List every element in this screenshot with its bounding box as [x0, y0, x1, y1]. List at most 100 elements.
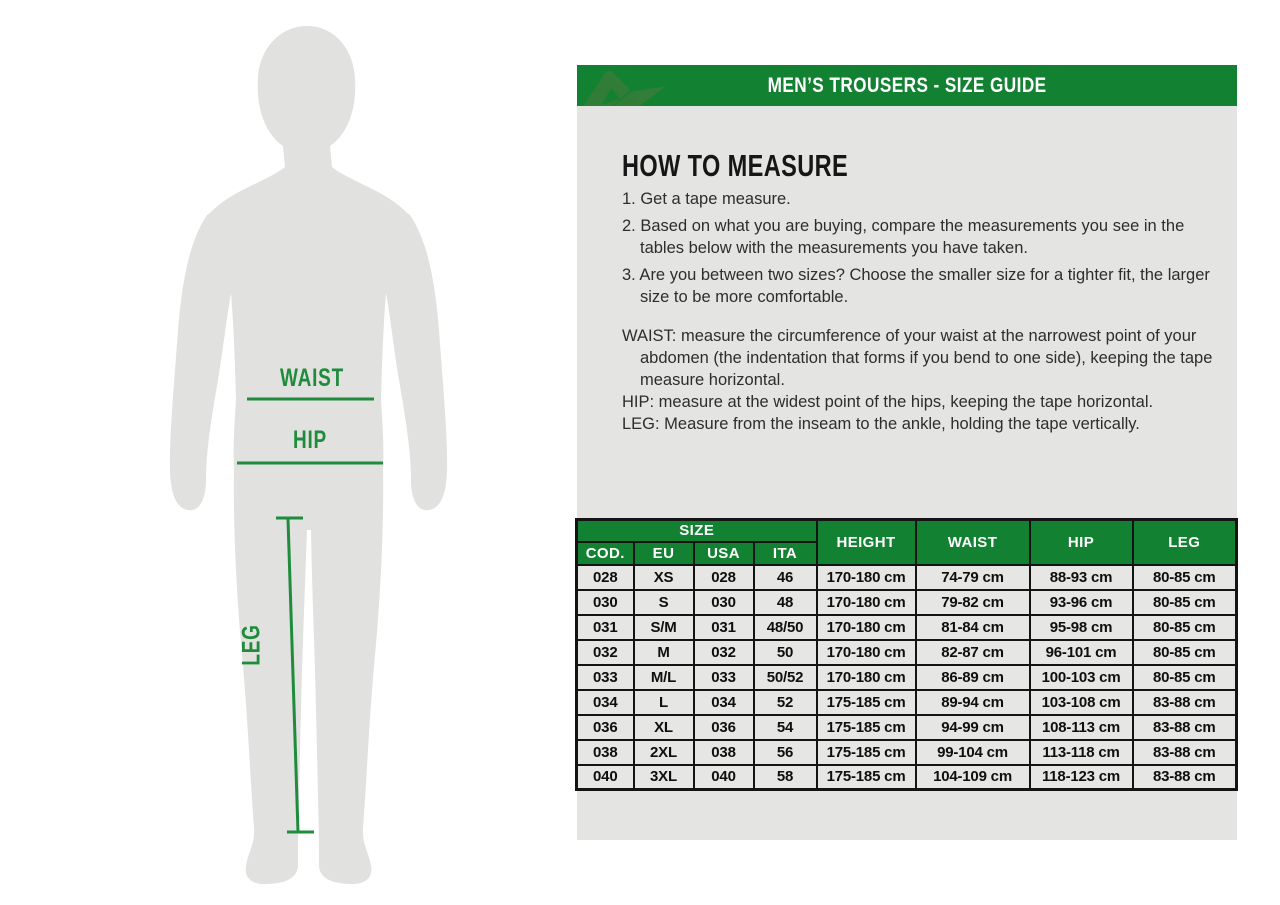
leg-label: LEG	[237, 624, 266, 666]
size-row: 032 M 032 50 170-180 cm 82-87 cm 96-101 cm 80-8…	[575, 638, 1238, 666]
size-cell: 175-185 cm	[815, 738, 917, 766]
size-cell: 031	[575, 613, 635, 641]
size-cell: 028	[575, 563, 635, 591]
size-row: 036 XL 036 54 175-185 cm 94-99 cm 108-113 cm 83…	[575, 713, 1238, 741]
size-cell: 82-87 cm	[914, 638, 1031, 666]
col-header-height: HEIGHT	[815, 518, 917, 566]
size-cell: 108-113 cm	[1028, 713, 1134, 741]
size-cell: 81-84 cm	[914, 613, 1031, 641]
size-cell: 030	[692, 588, 755, 616]
size-header-row-1: SIZE HEIGHT WAIST HIP LEG	[575, 518, 1238, 566]
size-cell: 038	[692, 738, 755, 766]
size-cell: 48/50	[752, 613, 818, 641]
size-cell: 2XL	[632, 738, 695, 766]
body-measurement-diagram: WAIST HIP LEG	[0, 0, 560, 905]
size-cell: 170-180 cm	[815, 638, 917, 666]
col-header-eu: EU	[632, 540, 695, 566]
size-cell: 038	[575, 738, 635, 766]
size-cell: 028	[692, 563, 755, 591]
size-cell: 175-185 cm	[815, 688, 917, 716]
size-row: 030 S 030 48 170-180 cm 79-82 cm 93-96 cm 80-85…	[575, 588, 1238, 616]
size-table: SIZE HEIGHT WAIST HIP LEG COD. EU USA IT…	[575, 518, 1239, 791]
waist-note: WAIST: measure the circumference of your…	[622, 327, 1213, 389]
col-header-ita: ITA	[752, 540, 818, 566]
size-row: 034 L 034 52 175-185 cm 89-94 cm 103-108 cm 83-…	[575, 688, 1238, 716]
measure-notes: WAIST: measure the circumference of your…	[622, 325, 1214, 435]
how-to-measure-heading: HOW TO MEASURE	[622, 148, 849, 183]
title-bar: MEN’S TROUSERS - SIZE GUIDE	[577, 65, 1237, 106]
size-cell: 80-85 cm	[1131, 613, 1238, 641]
size-cell: 86-89 cm	[914, 663, 1031, 691]
size-cell: 48	[752, 588, 818, 616]
size-cell: 52	[752, 688, 818, 716]
size-cell: 034	[692, 688, 755, 716]
size-cell: 93-96 cm	[1028, 588, 1134, 616]
size-cell: 3XL	[632, 763, 695, 791]
body-silhouette	[169, 26, 448, 884]
size-cell: 46	[752, 563, 818, 591]
col-header-size: SIZE	[575, 518, 818, 543]
size-cell: 80-85 cm	[1131, 563, 1238, 591]
size-table-head: SIZE HEIGHT WAIST HIP LEG COD. EU USA IT…	[575, 518, 1238, 566]
size-cell: 118-123 cm	[1028, 763, 1134, 791]
size-cell: 99-104 cm	[914, 738, 1031, 766]
size-cell: 80-85 cm	[1131, 588, 1238, 616]
size-cell: 033	[692, 663, 755, 691]
size-cell: 83-88 cm	[1131, 763, 1238, 791]
col-header-leg: LEG	[1131, 518, 1238, 566]
size-guide-panel: MEN’S TROUSERS - SIZE GUIDE HOW TO MEASU…	[575, 65, 1239, 840]
size-cell: 170-180 cm	[815, 563, 917, 591]
size-cell: S	[632, 588, 695, 616]
size-cell: 170-180 cm	[815, 588, 917, 616]
waist-label: WAIST	[280, 364, 344, 392]
col-header-waist: WAIST	[914, 518, 1031, 566]
size-cell: XS	[632, 563, 695, 591]
size-cell: XL	[632, 713, 695, 741]
size-row: 038 2XL 038 56 175-185 cm 99-104 cm 113-118 cm…	[575, 738, 1238, 766]
leg-note: LEG: Measure from the inseam to the ankl…	[622, 415, 1140, 433]
size-cell: 032	[692, 638, 755, 666]
size-cell: 032	[575, 638, 635, 666]
size-table-body: 028 XS 028 46 170-180 cm 74-79 cm 88-93 cm 80-8…	[575, 563, 1238, 791]
hip-label: HIP	[293, 426, 327, 454]
size-cell: 031	[692, 613, 755, 641]
measure-step: 3. Are you between two sizes? Choose the…	[622, 266, 1210, 306]
size-cell: 175-185 cm	[815, 763, 917, 791]
measure-instructions: 1. Get a tape measure. 2. Based on what …	[622, 188, 1214, 435]
size-cell: 036	[575, 713, 635, 741]
size-cell: 170-180 cm	[815, 613, 917, 641]
size-cell: 100-103 cm	[1028, 663, 1134, 691]
size-cell: 94-99 cm	[914, 713, 1031, 741]
size-cell: 103-108 cm	[1028, 688, 1134, 716]
size-cell: 170-180 cm	[815, 663, 917, 691]
size-guide-title: MEN’S TROUSERS - SIZE GUIDE	[767, 73, 1047, 97]
leg-line	[286, 518, 300, 833]
size-row: 040 3XL 040 58 175-185 cm 104-109 cm 118-123 c…	[575, 763, 1238, 791]
size-cell: 56	[752, 738, 818, 766]
size-cell: 036	[692, 713, 755, 741]
col-header-hip: HIP	[1028, 518, 1134, 566]
size-row: 028 XS 028 46 170-180 cm 74-79 cm 88-93 cm 80-8…	[575, 563, 1238, 591]
size-header-row-2: COD. EU USA ITA	[575, 540, 1237, 566]
size-cell: M/L	[632, 663, 695, 691]
size-cell: 104-109 cm	[914, 763, 1031, 791]
col-header-cod: COD.	[575, 540, 635, 566]
size-cell: 88-93 cm	[1028, 563, 1134, 591]
size-cell: 83-88 cm	[1131, 688, 1238, 716]
size-cell: 95-98 cm	[1028, 613, 1134, 641]
size-cell: 89-94 cm	[914, 688, 1031, 716]
size-cell: 74-79 cm	[914, 563, 1031, 591]
measure-step: 2. Based on what you are buying, compare…	[622, 217, 1185, 257]
size-cell: 50	[752, 638, 818, 666]
size-cell: 040	[575, 763, 635, 791]
size-cell: 80-85 cm	[1131, 638, 1238, 666]
size-cell: 83-88 cm	[1131, 738, 1238, 766]
silhouette-shape	[169, 26, 448, 884]
size-cell: L	[632, 688, 695, 716]
size-cell: 034	[575, 688, 635, 716]
size-cell: 58	[752, 763, 818, 791]
size-row: 033 M/L 033 50/52 170-180 cm 86-89 cm 100-103 …	[575, 663, 1238, 691]
measure-step: 1. Get a tape measure.	[622, 190, 791, 208]
size-cell: 54	[752, 713, 818, 741]
